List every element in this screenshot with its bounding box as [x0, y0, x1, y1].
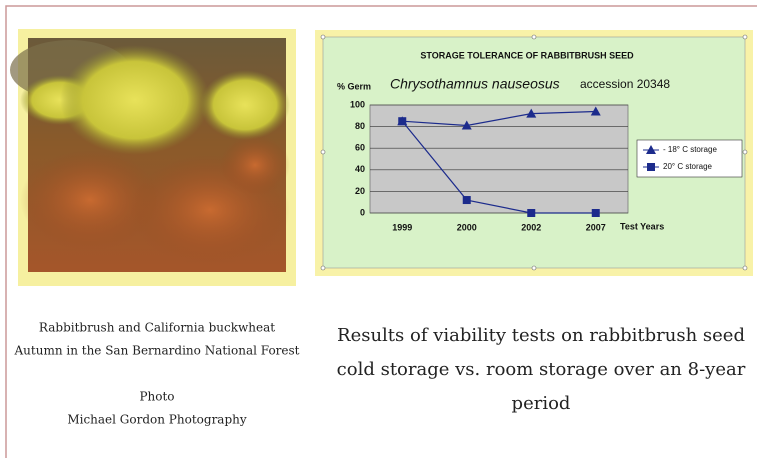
x-tick-label: 2002 — [521, 222, 541, 232]
chart-title: STORAGE TOLERANCE OF RABBITBRUSH SEED — [420, 50, 634, 60]
x-tick-label: 1999 — [392, 222, 412, 232]
x-tick-label: 2000 — [457, 222, 477, 232]
marker — [398, 117, 406, 125]
accession: accession 20348 — [580, 77, 670, 91]
slide: STORAGE TOLERANCE OF RABBITBRUSH SEED % … — [0, 0, 763, 461]
x-tick-label: 2007 — [586, 222, 606, 232]
legend-label: 20° C storage — [663, 162, 713, 171]
photo-caption: Rabbitbrush and California buckwheat — [39, 321, 275, 335]
species: Chrysothamnus nauseosus — [390, 76, 560, 92]
marker — [463, 196, 471, 204]
marker — [592, 209, 600, 217]
y-tick-label: 100 — [350, 99, 365, 109]
marker — [647, 163, 655, 171]
y-tick-label: 80 — [355, 121, 365, 131]
y-tick-label: 20 — [355, 186, 365, 196]
photo — [10, 29, 296, 286]
page: {"chart_data": {"type": "line", "title":… — [0, 0, 763, 461]
x-axis-label: Test Years — [620, 221, 664, 231]
legend-label: - 18° C storage — [663, 145, 717, 154]
marker — [527, 209, 535, 217]
y-tick-label: 60 — [355, 143, 365, 153]
y-axis-label: % Germ — [337, 81, 371, 91]
credit: Photo — [139, 390, 174, 404]
photo-caption: Autumn in the San Bernardino National Fo… — [14, 344, 300, 358]
y-tick-label: 40 — [355, 164, 365, 174]
credit: Michael Gordon Photography — [67, 413, 247, 427]
slide-text: Results of viability tests on rabbitbrus… — [337, 325, 745, 346]
slide-text: period — [512, 393, 571, 414]
y-tick-label: 0 — [360, 207, 365, 217]
slide-text: cold storage vs. room storage over an 8-… — [337, 359, 746, 380]
